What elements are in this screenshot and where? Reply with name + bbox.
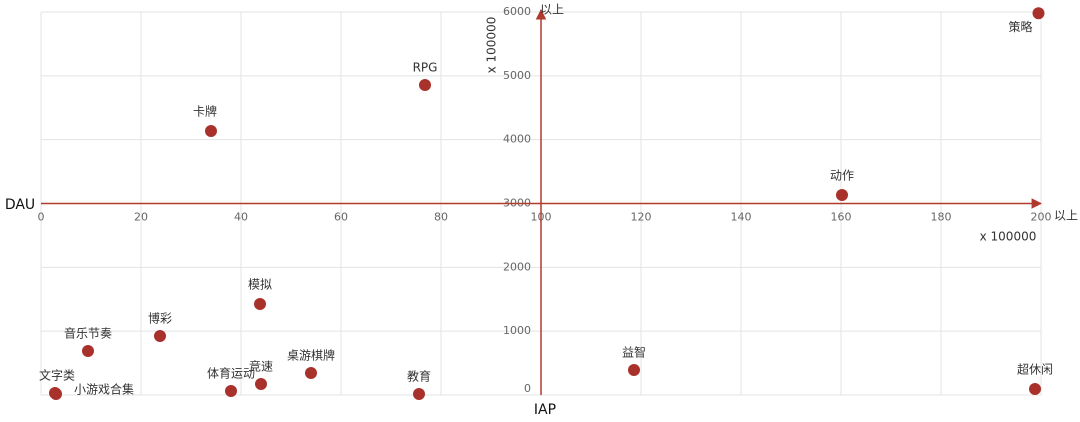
point	[836, 189, 848, 202]
x-end-label: 以上	[1054, 209, 1078, 223]
axes: 0 20 40 60 80 100 120 140 160 180 2000100020003000…	[38, 5, 1052, 395]
point-label: 体育运动	[207, 365, 255, 380]
y-axis-label: DAU	[5, 197, 35, 213]
point	[1029, 382, 1041, 395]
point	[225, 384, 237, 397]
point-label: 桌游棋牌	[287, 348, 335, 362]
point	[50, 387, 62, 400]
point	[413, 387, 425, 400]
x-tick-label: 20	[134, 211, 148, 224]
point	[154, 330, 166, 343]
point-label: 音乐节奏	[64, 326, 112, 341]
point	[1032, 7, 1045, 20]
point-label: 博彩	[148, 311, 172, 326]
point-label: 小游戏合集	[74, 381, 134, 396]
x-tick-label: 40	[234, 211, 248, 224]
point-label: 超休闲	[1017, 361, 1053, 376]
y-tick-label: 1000	[503, 324, 531, 337]
x-tick-label: 120	[631, 211, 652, 224]
point-label: 益智	[622, 344, 646, 359]
y-tick-label: 4000	[503, 133, 531, 146]
y-tick-label: 0	[524, 382, 531, 395]
point	[628, 363, 640, 376]
point-label: 策略	[1008, 19, 1032, 34]
x-unit: x 100000	[980, 230, 1037, 244]
x-tick-label: 200	[1031, 211, 1052, 224]
point	[305, 366, 317, 379]
point	[419, 78, 431, 91]
point-label: 模拟	[248, 277, 272, 291]
point	[254, 297, 266, 310]
x-tick-label: 80	[434, 211, 448, 224]
point-label: 动作	[830, 169, 854, 183]
point-label: 卡牌	[193, 104, 217, 118]
x-tick-label: 140	[731, 211, 752, 224]
x-tick-label: 180	[931, 211, 952, 224]
point	[82, 345, 94, 358]
x-axis-label: IAP	[534, 402, 556, 418]
point-label: RPG	[413, 60, 438, 74]
point	[255, 378, 267, 391]
point-label: 教育	[407, 368, 431, 383]
point-label: 竞速	[249, 360, 273, 374]
x-tick-label: 160	[831, 211, 852, 224]
y-end-label: 以上	[540, 3, 564, 17]
y-unit: x 100000	[485, 17, 499, 74]
y-tick-label: 6000	[503, 5, 531, 18]
point	[205, 124, 217, 137]
x-tick-label: 60	[334, 211, 348, 224]
y-tick-label: 5000	[503, 69, 531, 82]
point-label: 文字类	[39, 368, 75, 383]
y-tick-label: 2000	[503, 260, 531, 273]
x-tick-label: 0	[38, 211, 45, 224]
